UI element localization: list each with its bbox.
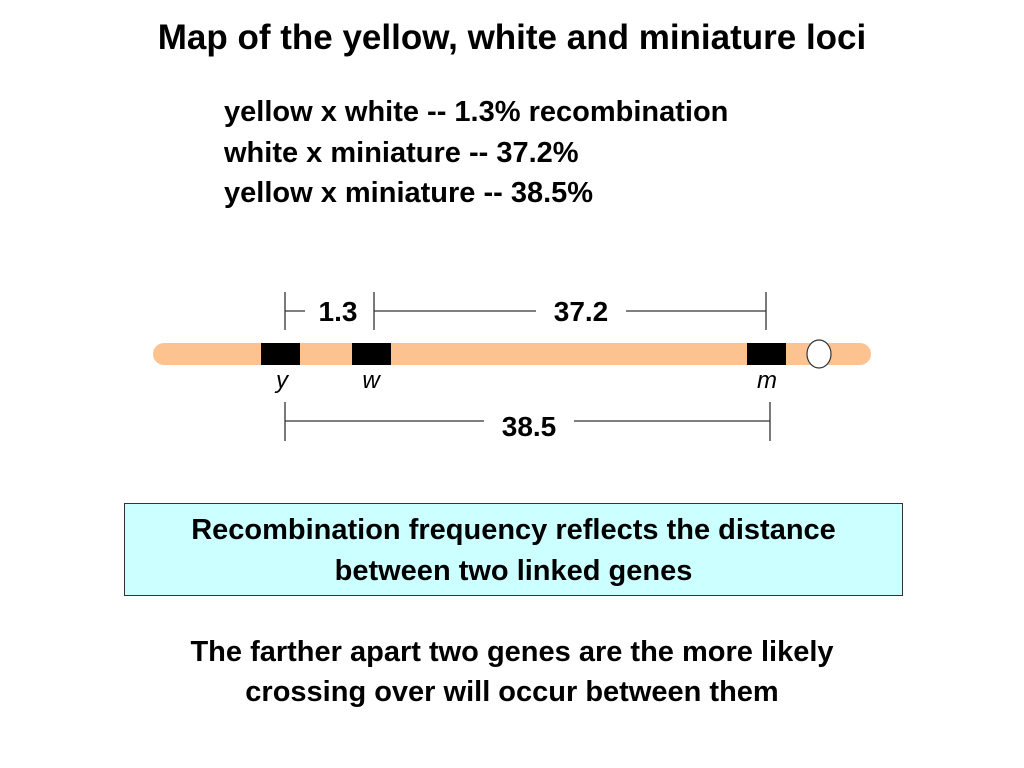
box-line-2: between two linked genes: [334, 555, 693, 587]
distance-y-m: 38.5: [502, 411, 557, 442]
key-point-box: Recombination frequency reflects the dis…: [124, 503, 903, 596]
note-line-1: The farther apart two genes are the more…: [190, 636, 834, 668]
stat-white-miniature: white x miniature -- 37.2%: [224, 137, 579, 169]
gene-w: [352, 343, 391, 365]
gene-label-w: w: [362, 367, 381, 394]
stat-yellow-miniature: yellow x miniature -- 38.5%: [224, 177, 594, 209]
note-line-2: crossing over will occur between them: [245, 676, 779, 708]
centromere: [806, 339, 832, 369]
distance-w-m: 37.2: [554, 296, 609, 327]
gene-y: [261, 343, 300, 365]
gene-label-m: m: [757, 367, 777, 394]
chromosome: [153, 343, 871, 365]
gene-m: [747, 343, 786, 365]
distance-y-w: 1.3: [319, 296, 358, 327]
gene-label-y: y: [274, 367, 290, 394]
footnote: The farther apart two genes are the more…: [0, 632, 1024, 712]
box-line-1: Recombination frequency reflects the dis…: [191, 514, 836, 546]
stat-yellow-white: yellow x white -- 1.3% recombination: [224, 96, 729, 128]
slide-title: Map of the yellow, white and miniature l…: [157, 18, 867, 57]
